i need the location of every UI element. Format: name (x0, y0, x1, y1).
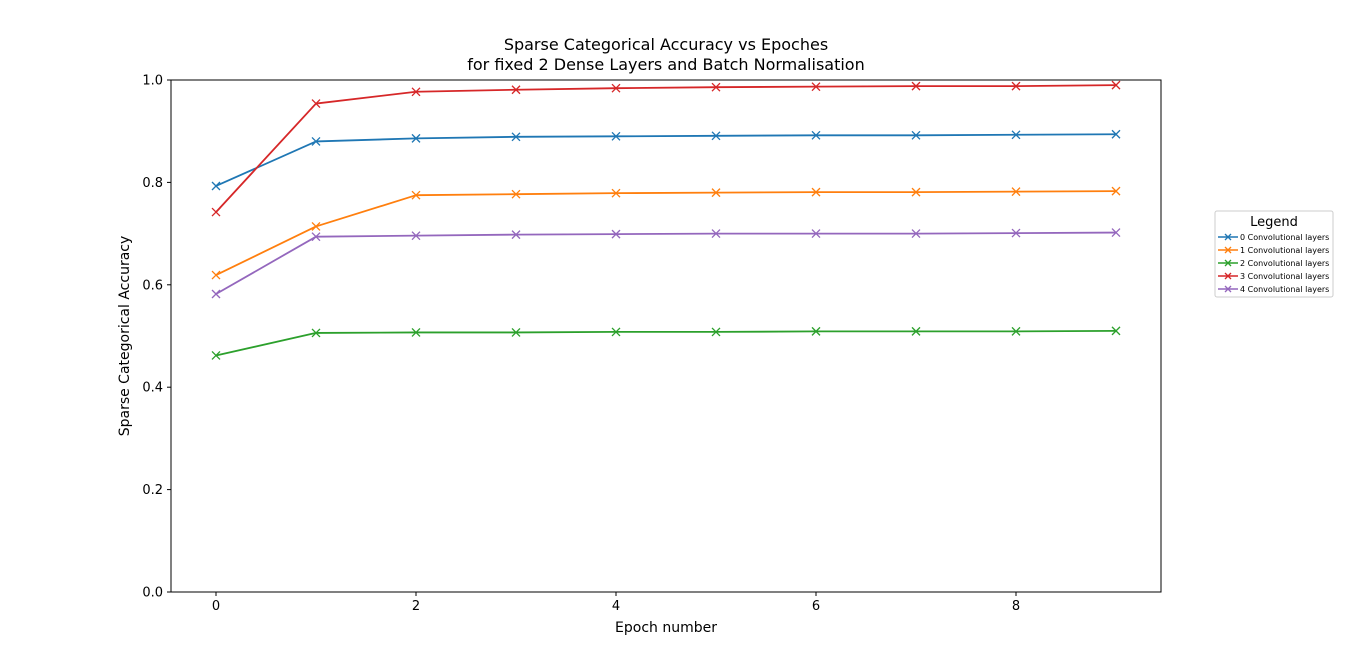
data-point (1111, 80, 1121, 90)
legend-item: 4 Convolutional layers (1218, 285, 1329, 294)
data-point (211, 181, 221, 191)
data-point (311, 99, 321, 109)
data-point (1111, 228, 1121, 238)
data-point (1011, 130, 1021, 140)
data-point (1011, 326, 1021, 336)
x-tick-label: 8 (1012, 599, 1020, 614)
legend-label: 1 Convolutional layers (1240, 246, 1329, 255)
y-tick-label: 0.8 (142, 176, 163, 191)
data-point (411, 87, 421, 97)
legend-items: 0 Convolutional layers 1 Convolutional la… (1218, 233, 1329, 294)
x-tick-label: 6 (812, 599, 820, 614)
data-point (611, 83, 621, 93)
data-point (511, 189, 521, 199)
data-point (211, 350, 221, 360)
data-point (711, 131, 721, 141)
legend: Legend 0 Convolutional layers 1 Convoluti… (1214, 210, 1334, 298)
legend-item: 0 Convolutional layers (1218, 233, 1329, 242)
y-tick-label: 0.4 (142, 381, 163, 396)
data-point (711, 229, 721, 239)
x-tick-label: 0 (212, 599, 220, 614)
data-point (411, 231, 421, 241)
data-point (711, 82, 721, 92)
legend-item: 2 Convolutional layers (1218, 259, 1329, 268)
series-2 (211, 326, 1121, 360)
data-point (611, 131, 621, 141)
data-point (411, 190, 421, 200)
series-3 (211, 80, 1121, 217)
data-point (911, 326, 921, 336)
y-tick-label: 0.2 (142, 483, 163, 498)
data-point (811, 326, 821, 336)
data-point (711, 327, 721, 337)
data-point (811, 229, 821, 239)
y-tick-label: 0.0 (142, 586, 163, 601)
data-point (311, 221, 321, 231)
data-point (211, 270, 221, 280)
legend-label: 0 Convolutional layers (1240, 233, 1329, 242)
legend-label: 4 Convolutional layers (1240, 285, 1329, 294)
data-point (511, 230, 521, 240)
data-point (1111, 186, 1121, 196)
y-tick-label: 1.0 (142, 74, 163, 89)
x-tick-label: 2 (412, 599, 420, 614)
chart-subtitle: for fixed 2 Dense Layers and Batch Norma… (467, 55, 864, 74)
data-point (811, 82, 821, 92)
data-point (911, 81, 921, 91)
data-point (611, 188, 621, 198)
data-point (511, 132, 521, 142)
series-line (215, 190, 1117, 276)
legend-title: Legend (1250, 215, 1298, 230)
axes-frame (170, 79, 1162, 593)
data-point (511, 85, 521, 95)
legend-label: 3 Convolutional layers (1240, 272, 1329, 281)
series-line (215, 84, 1117, 213)
plot-area (211, 80, 1121, 360)
data-point (311, 136, 321, 146)
data-point (1011, 187, 1021, 197)
x-axis-label: Epoch number (615, 620, 717, 636)
legend-box (1214, 210, 1334, 298)
data-point (611, 229, 621, 239)
data-point (511, 327, 521, 337)
legend-item: 3 Convolutional layers (1218, 272, 1329, 281)
series-1 (211, 186, 1121, 280)
chart-title: Sparse Categorical Accuracy vs Epoches (504, 35, 828, 54)
data-point (211, 289, 221, 299)
data-point (1111, 326, 1121, 336)
data-point (811, 130, 821, 140)
legend-marker (1224, 233, 1232, 241)
data-point (911, 229, 921, 239)
series-line (215, 231, 1117, 295)
series-line (215, 329, 1117, 357)
legend-item: 1 Convolutional layers (1218, 246, 1329, 255)
data-point (211, 207, 221, 217)
y-axis: 0.0 0.2 0.4 0.6 0.8 1.0 (142, 74, 171, 601)
data-point (911, 187, 921, 197)
y-axis-label: Sparse Categorical Accuracy (117, 236, 133, 437)
data-point (811, 187, 821, 197)
x-axis: 0 2 4 6 8 (212, 592, 1020, 614)
data-point (311, 328, 321, 338)
y-tick-label: 0.6 (142, 278, 163, 293)
legend-marker (1224, 259, 1232, 267)
series-4 (211, 228, 1121, 299)
legend-marker (1224, 285, 1232, 293)
legend-label: 2 Convolutional layers (1240, 259, 1329, 268)
data-point (711, 188, 721, 198)
data-point (1011, 228, 1021, 238)
series-0 (211, 129, 1121, 191)
data-point (1111, 129, 1121, 139)
data-point (411, 327, 421, 337)
data-point (1011, 81, 1021, 91)
data-point (611, 327, 621, 337)
data-point (411, 133, 421, 143)
x-tick-label: 4 (612, 599, 620, 614)
data-point (911, 130, 921, 140)
series-line (215, 133, 1117, 187)
legend-marker (1224, 272, 1232, 280)
legend-marker (1224, 246, 1232, 254)
data-point (311, 232, 321, 242)
